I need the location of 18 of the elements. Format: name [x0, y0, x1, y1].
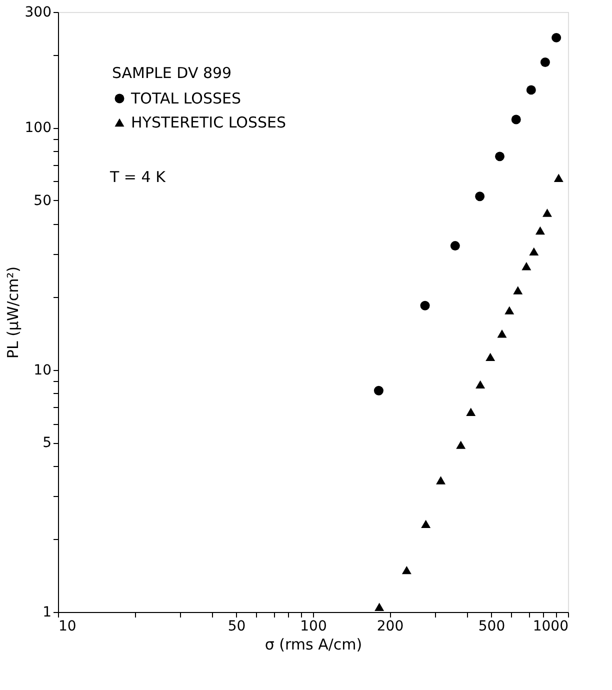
- x-tick-label: 500: [478, 618, 506, 634]
- legend-label: HYSTERETIC LOSSES: [131, 114, 286, 132]
- y-tick-label: 10: [34, 362, 52, 378]
- y-tick-label: 1: [42, 604, 52, 620]
- x-tick-label: 10: [58, 618, 76, 634]
- y-tick-label: 300: [24, 4, 52, 20]
- annotation: T = 4 K: [109, 168, 167, 186]
- x-axis-title: σ (rms A/cm): [264, 636, 362, 654]
- x-tick-label: 1000: [532, 618, 568, 634]
- x-tick-label: 50: [228, 618, 246, 634]
- y-axis-title: PL (μW/cm²): [4, 266, 22, 359]
- legend-title: SAMPLE DV 899: [112, 64, 232, 82]
- x-tick-label: 200: [376, 618, 404, 634]
- x-tick-label: 100: [300, 618, 327, 634]
- y-tick-label: 5: [42, 435, 52, 452]
- y-tick-label: 50: [34, 192, 52, 209]
- y-tick-label: 100: [24, 120, 52, 136]
- legend-label: TOTAL LOSSES: [130, 90, 242, 108]
